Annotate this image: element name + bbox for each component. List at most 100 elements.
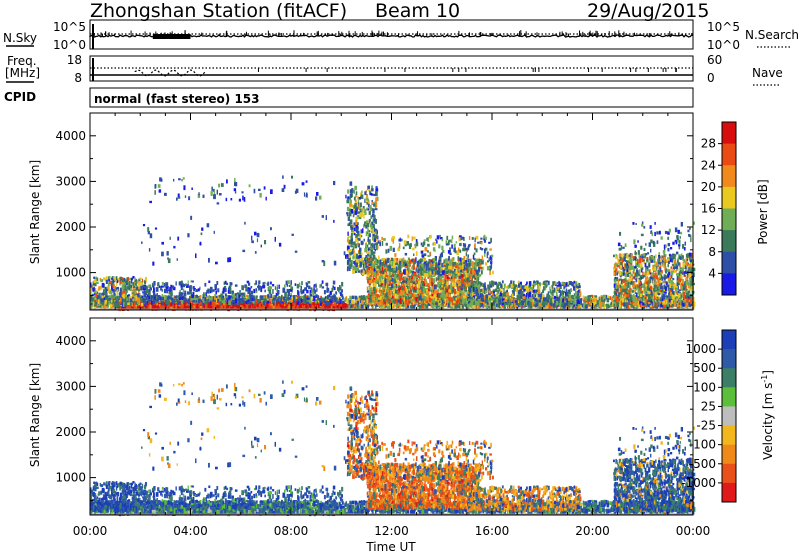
noise-left-tick-top: 10^5 — [53, 20, 86, 34]
echo-cell — [90, 290, 92, 295]
echo-cell — [331, 303, 334, 307]
echo-cell — [153, 292, 156, 297]
echo-cell — [290, 280, 292, 285]
echo-cell — [222, 288, 225, 293]
echo-cell — [153, 287, 155, 293]
echo-cell — [182, 288, 185, 293]
echo-cell — [533, 299, 536, 304]
echo-cell — [305, 305, 308, 309]
echo-cell — [119, 297, 122, 302]
noise-left-tick-bottom: 10^0 — [53, 38, 86, 52]
echo-cell — [96, 277, 99, 281]
echo-cell — [273, 295, 275, 298]
echo-cell — [562, 305, 566, 310]
echo-cell — [127, 296, 129, 299]
echo-cell — [220, 298, 223, 302]
echo-cell — [413, 301, 417, 304]
echo-cell — [402, 304, 404, 310]
echo-cell — [531, 298, 534, 302]
echo-cell — [568, 303, 570, 307]
echo-cell — [268, 285, 272, 290]
echo-cell — [306, 289, 309, 294]
echo-cell — [484, 305, 487, 308]
echo-cell — [241, 191, 244, 194]
echo-cell — [221, 296, 225, 300]
echo-cell — [345, 296, 348, 301]
echo-cell — [229, 299, 231, 302]
echo-cell — [122, 293, 125, 299]
echo-cell — [590, 294, 594, 297]
echo-cell — [137, 297, 141, 302]
echo-cell — [304, 287, 307, 290]
echo-cell — [338, 296, 341, 299]
echo-cell — [599, 296, 601, 299]
echo-cell — [197, 299, 200, 304]
echo-cell — [417, 299, 420, 304]
echo-cell — [444, 304, 446, 307]
echo-cell — [374, 305, 377, 309]
echo-cell — [658, 295, 660, 299]
echo-cell — [224, 295, 228, 301]
echo-cell — [344, 297, 347, 302]
echo-cell — [359, 303, 362, 306]
echo-cell — [355, 302, 357, 305]
echo-cell — [98, 293, 101, 296]
echo-cell — [230, 198, 233, 201]
echo-cell — [293, 295, 295, 299]
echo-cell — [142, 291, 144, 294]
echo-cell — [431, 298, 433, 302]
echo-cell — [132, 293, 135, 297]
cpid-text: normal (fast stereo) 153 — [94, 92, 260, 106]
echo-cell — [159, 177, 162, 182]
echo-cell — [427, 301, 431, 306]
echo-cell — [199, 295, 202, 298]
echo-cell — [171, 301, 174, 304]
echo-cell — [485, 302, 487, 305]
echo-cell — [270, 293, 273, 299]
echo-cell — [263, 186, 266, 190]
echo-cell — [306, 284, 308, 287]
echo-cell — [209, 286, 213, 292]
echo-cell — [579, 305, 582, 308]
echo-cell — [217, 298, 220, 303]
echo-cell — [235, 182, 238, 187]
echo-cell — [538, 297, 540, 301]
echo-cell — [151, 285, 155, 288]
nave-label: Nave — [752, 66, 783, 80]
echo-cell — [139, 281, 142, 286]
echo-cell — [589, 299, 592, 304]
echo-cell — [101, 295, 103, 299]
echo-cell — [326, 290, 329, 293]
echo-cell — [350, 297, 352, 302]
echo-cell — [155, 287, 159, 292]
echo-cell — [312, 291, 315, 296]
echo-cell — [218, 295, 220, 300]
echo-cell — [252, 301, 255, 304]
echo-cell — [191, 280, 194, 283]
echo-cell — [372, 304, 374, 310]
echo-cell — [170, 297, 173, 301]
echo-cell — [587, 295, 589, 300]
echo-cell — [313, 295, 315, 301]
echo-cell — [174, 296, 177, 299]
echo-cell — [264, 289, 266, 293]
echo-cell — [103, 277, 106, 281]
echo-cell — [303, 192, 306, 197]
echo-cell — [424, 304, 427, 307]
echo-cell — [92, 287, 95, 292]
echo-cell — [627, 305, 630, 310]
echo-cell — [156, 298, 159, 301]
echo-cell — [126, 280, 128, 283]
echo-cell — [298, 282, 301, 287]
echo-cell — [307, 296, 310, 299]
echo-cell — [314, 301, 317, 304]
echo-cell — [268, 302, 271, 308]
echo-cell — [250, 290, 253, 295]
echo-cell — [100, 298, 104, 303]
echo-cell — [560, 305, 563, 311]
echo-cell — [109, 295, 111, 298]
echo-cell — [108, 276, 111, 280]
echo-cell — [245, 301, 248, 304]
echo-cell — [355, 300, 357, 303]
echo-cell — [255, 288, 257, 292]
